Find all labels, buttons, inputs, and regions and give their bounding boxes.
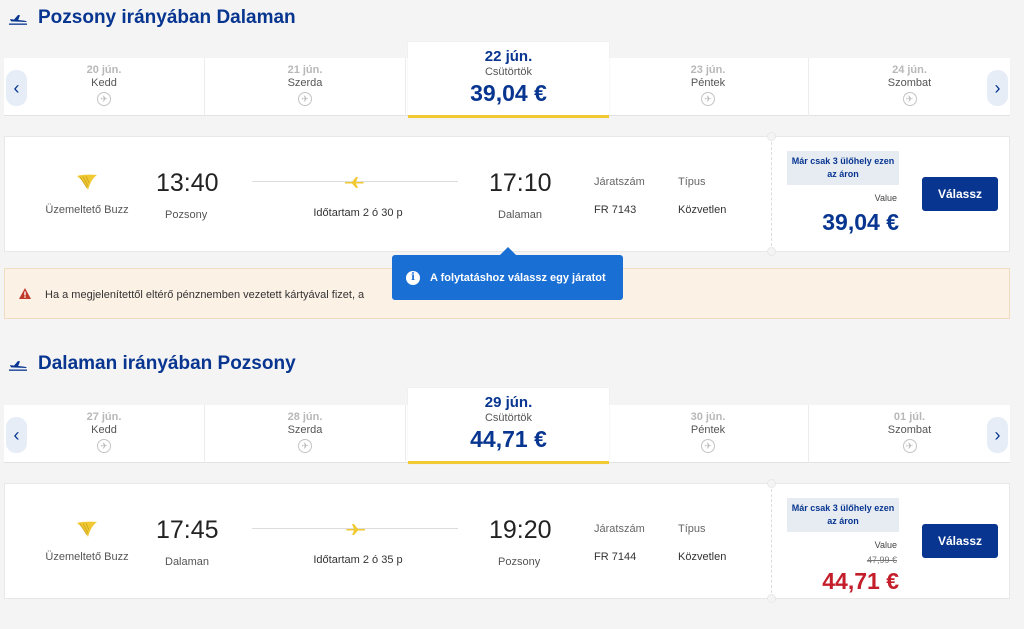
- flight-number: FR 7144: [594, 551, 637, 563]
- outbound-title: Pozsony irányában Dalaman: [38, 7, 296, 28]
- inbound-title: Dalaman irányában Pozsony: [38, 353, 296, 374]
- inbound-day[interactable]: 30 jún. Péntek ✈: [608, 405, 809, 463]
- flight-number-label: Járatszám: [594, 523, 645, 535]
- next-date-arrow-icon[interactable]: ›: [987, 417, 1008, 453]
- arrival-time: 19:20: [489, 516, 552, 544]
- day-date: 21 jún.: [287, 64, 323, 76]
- departure-plane-icon: [9, 361, 27, 371]
- ticket-notch: [767, 132, 776, 141]
- day-date: 24 jún.: [892, 64, 927, 76]
- selected-date: 22 jún.: [484, 48, 533, 65]
- outbound-selected-day[interactable]: 22 jún. Csütörtök 39,04 €: [408, 42, 609, 118]
- day-weekday: Péntek: [690, 77, 726, 89]
- operator: Üzemeltető Buzz: [27, 520, 147, 563]
- no-flight-icon: ✈: [298, 92, 312, 106]
- prev-date-arrow-icon[interactable]: ‹: [6, 417, 27, 453]
- selected-price: 39,04 €: [470, 80, 547, 106]
- inbound-day[interactable]: 01 júl. Szombat ✈: [809, 405, 1010, 463]
- ticket-notch: [767, 479, 776, 488]
- operator-name: Üzemeltető Buzz: [45, 204, 129, 216]
- day-weekday: Szombat: [887, 424, 932, 436]
- type-label: Típus: [678, 176, 706, 188]
- day-date: 28 jún.: [287, 411, 323, 423]
- outbound-flight-card: Üzemeltető Buzz 13:40 Pozsony Időtartam …: [4, 132, 1010, 256]
- type-label: Típus: [678, 523, 706, 535]
- selected-date: 29 jún.: [484, 394, 533, 411]
- arrival-place: Pozsony: [498, 556, 541, 568]
- selected-weekday: Csütörtök: [484, 412, 533, 424]
- info-icon: i: [406, 270, 420, 285]
- operator-name: Üzemeltető Buzz: [45, 551, 129, 563]
- ryanair-harp-logo-icon: [77, 174, 97, 190]
- day-weekday: Szerda: [287, 424, 323, 436]
- no-flight-icon: ✈: [97, 439, 111, 453]
- selected-price: 44,71 €: [470, 426, 547, 452]
- day-date: 20 jún.: [86, 64, 122, 76]
- no-flight-icon: ✈: [701, 92, 715, 106]
- outbound-day[interactable]: 23 jún. Péntek ✈: [608, 58, 809, 116]
- warning-text: Ha a megjelenítettől eltérő pénznemben v…: [45, 289, 365, 301]
- departure-place: Pozsony: [165, 209, 208, 221]
- day-weekday: Szerda: [287, 77, 323, 89]
- select-flight-button[interactable]: Válassz: [922, 177, 998, 211]
- fare-label: Value: [874, 540, 897, 550]
- departure-time: 13:40: [156, 169, 219, 197]
- fare-divider: [771, 484, 772, 598]
- flight-duration: Időtartam 2 ó 30 p: [313, 207, 403, 219]
- select-flight-button[interactable]: Válassz: [922, 524, 998, 558]
- departure-place: Dalaman: [165, 556, 210, 568]
- outbound-heading: Pozsony irányában Dalaman: [8, 7, 296, 29]
- ticket-notch: [767, 594, 776, 603]
- flight-number: FR 7143: [594, 204, 637, 216]
- operator: Üzemeltető Buzz: [27, 173, 147, 216]
- original-price: 47,99 €: [866, 555, 897, 565]
- next-date-arrow-icon[interactable]: ›: [987, 70, 1008, 106]
- select-flight-tooltip: i A folytatáshoz válassz egy járatot: [392, 247, 623, 300]
- outbound-day[interactable]: 21 jún. Szerda ✈: [205, 58, 406, 116]
- day-date: 01 júl.: [893, 411, 926, 423]
- day-weekday: Szombat: [887, 77, 932, 89]
- arrival-place: Dalaman: [498, 209, 543, 221]
- flight-type: Közvetlen: [678, 551, 727, 563]
- tooltip-text: A folytatáshoz válassz egy járatot: [430, 271, 606, 284]
- fare-price: 44,71 €: [822, 568, 899, 594]
- warning-icon: [19, 288, 31, 299]
- no-flight-icon: ✈: [902, 92, 917, 106]
- inbound-flight-card: Üzemeltető Buzz 17:45 Dalaman Időtartam …: [4, 479, 1010, 603]
- day-date: 27 jún.: [86, 411, 122, 423]
- no-flight-icon: ✈: [97, 92, 111, 106]
- inbound-day[interactable]: 28 jún. Szerda ✈: [205, 405, 406, 463]
- route-plane-icon: [345, 177, 364, 188]
- fare-divider: [771, 137, 772, 251]
- ryanair-harp-logo-icon: [77, 521, 97, 537]
- no-flight-icon: ✈: [902, 439, 917, 453]
- day-weekday: Kedd: [91, 77, 117, 89]
- flight-type: Közvetlen: [678, 204, 727, 216]
- fare-price: 39,04 €: [822, 209, 899, 235]
- departure-time: 17:45: [156, 516, 219, 544]
- day-date: 30 jún.: [690, 411, 726, 423]
- outbound-day[interactable]: 20 jún. Kedd ✈: [4, 58, 205, 116]
- route-plane-icon: [346, 524, 365, 535]
- no-flight-icon: ✈: [701, 439, 715, 453]
- inbound-selected-day[interactable]: 29 jún. Csütörtök 44,71 €: [408, 388, 609, 464]
- departure-plane-icon: [9, 15, 27, 25]
- inbound-heading: Dalaman irányában Pozsony: [8, 353, 296, 375]
- selected-weekday: Csütörtök: [484, 66, 533, 78]
- fare-label: Value: [874, 193, 897, 203]
- day-date: 23 jún.: [690, 64, 726, 76]
- seats-left-badge: Már csak 3 ülőhely ezen az áron: [787, 151, 899, 185]
- arrival-time: 17:10: [489, 169, 552, 197]
- prev-date-arrow-icon[interactable]: ‹: [6, 70, 27, 106]
- no-flight-icon: ✈: [298, 439, 312, 453]
- seats-left-badge: Már csak 3 ülőhely ezen az áron: [787, 498, 899, 532]
- day-weekday: Péntek: [690, 424, 726, 436]
- day-weekday: Kedd: [91, 424, 117, 436]
- outbound-day[interactable]: 24 jún. Szombat ✈: [809, 58, 1010, 116]
- flight-number-label: Járatszám: [594, 176, 645, 188]
- tooltip-caret: [500, 247, 516, 255]
- inbound-day[interactable]: 27 jún. Kedd ✈: [4, 405, 205, 463]
- flight-duration: Időtartam 2 ó 35 p: [313, 554, 403, 566]
- ticket-notch: [767, 247, 776, 256]
